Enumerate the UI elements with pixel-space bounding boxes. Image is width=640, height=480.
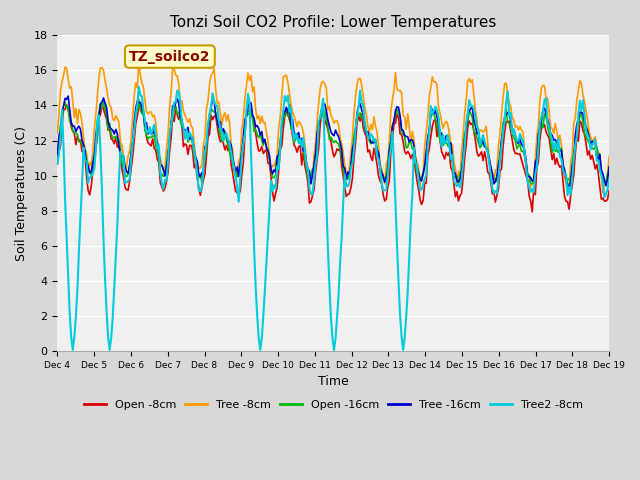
Y-axis label: Soil Temperatures (C): Soil Temperatures (C)	[15, 126, 28, 261]
X-axis label: Time: Time	[318, 375, 349, 388]
Title: Tonzi Soil CO2 Profile: Lower Temperatures: Tonzi Soil CO2 Profile: Lower Temperatur…	[170, 15, 497, 30]
Legend: Open -8cm, Tree -8cm, Open -16cm, Tree -16cm, Tree2 -8cm: Open -8cm, Tree -8cm, Open -16cm, Tree -…	[79, 396, 588, 415]
Text: TZ_soilco2: TZ_soilco2	[129, 49, 211, 63]
